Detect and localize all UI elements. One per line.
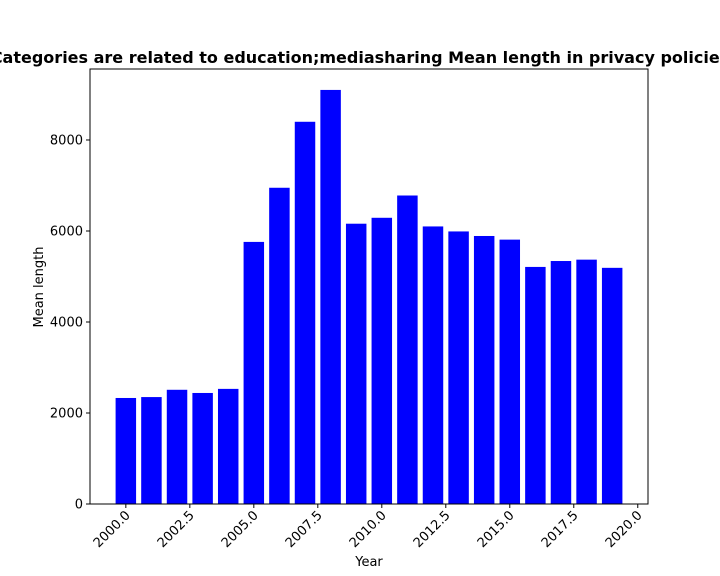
bar-2015 [499, 239, 521, 504]
x-tick-label: 2015.0 [475, 508, 518, 551]
x-ticks-group: 2000.0 2002.5 2005.0 2007.5 2010.0 2012.5 2015… [91, 504, 646, 551]
bar-2014 [473, 235, 495, 505]
x-tick-label: 2000.0 [91, 508, 134, 551]
bar-2011 [397, 195, 418, 504]
x-tick-label: 2012.5 [411, 508, 454, 551]
x-tick-label: 2017.5 [539, 508, 582, 551]
bar-2000 [115, 397, 137, 504]
y-tick-label: 0 [75, 498, 83, 513]
bar-2017 [550, 261, 572, 504]
x-tick-label: 2002.5 [155, 508, 198, 551]
bar-2009 [345, 223, 367, 504]
y-axis-label: Mean length [32, 247, 47, 328]
bar-2006 [269, 187, 290, 504]
bar-2001 [141, 397, 162, 504]
x-tick-label: 2010.0 [347, 508, 390, 551]
bar-2018 [576, 259, 597, 504]
x-tick-label: 2005.0 [219, 508, 262, 551]
bar-2013 [448, 231, 469, 504]
bar-2019 [601, 267, 623, 504]
bar-2002 [166, 389, 188, 504]
bar-2003 [192, 392, 213, 504]
bar-2010 [371, 217, 393, 505]
y-ticks-group: 0 2000 4000 6000 8000 [50, 133, 90, 513]
bar-2007 [294, 121, 316, 504]
x-tick-label: 2007.5 [283, 508, 326, 551]
x-tick-label: 2020.0 [603, 508, 646, 551]
bar-2012 [422, 226, 444, 504]
y-tick-label: 6000 [50, 224, 83, 239]
y-tick-label: 8000 [50, 133, 83, 148]
chart-title: Categories are related to education;medi… [0, 48, 720, 67]
bar-2008 [320, 89, 341, 505]
plot-frame [89, 68, 649, 505]
bars-group [115, 89, 623, 505]
bar-2004 [217, 388, 239, 504]
bar-2005 [243, 241, 265, 504]
y-tick-label: 2000 [50, 406, 83, 421]
bar-2016 [525, 266, 546, 504]
x-axis-label: Year [354, 555, 383, 570]
y-tick-label: 4000 [50, 315, 83, 330]
